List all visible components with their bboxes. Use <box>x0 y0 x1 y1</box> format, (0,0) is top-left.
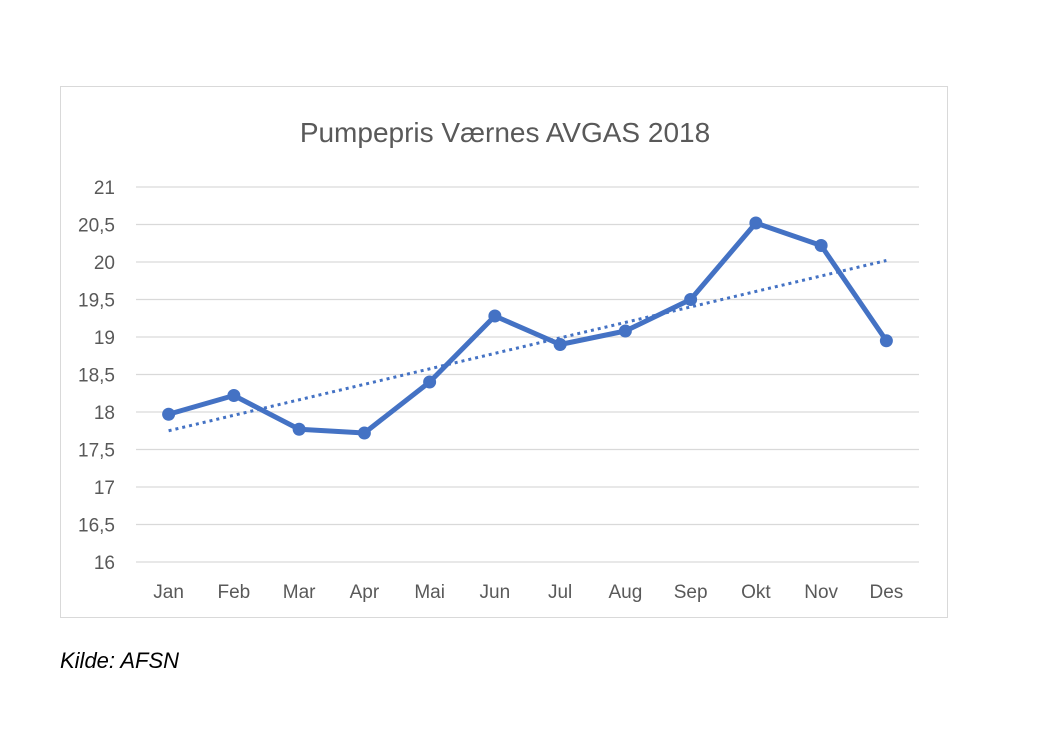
x-tick-label: Des <box>869 582 903 603</box>
y-tick-label: 18 <box>94 403 115 424</box>
y-tick-label: 19 <box>94 328 115 349</box>
trendline-path <box>168 259 887 433</box>
x-tick-label: Feb <box>218 582 251 603</box>
x-tick-label: Aug <box>608 582 642 603</box>
data-point <box>553 338 567 351</box>
y-tick-label: 16,5 <box>78 516 115 537</box>
x-tick-label: Jul <box>548 582 572 603</box>
y-tick-label: 17,5 <box>78 441 115 462</box>
y-tick-label: 18,5 <box>78 366 115 387</box>
x-tick-label: Jun <box>480 582 511 603</box>
data-point <box>423 375 437 389</box>
data-point <box>618 324 632 338</box>
y-tick-label: 21 <box>94 178 115 199</box>
y-tick-label: 16 <box>94 553 115 574</box>
y-tick-label: 19,5 <box>78 291 115 312</box>
data-point <box>292 422 306 436</box>
x-tick-label: Okt <box>741 582 771 603</box>
data-point <box>749 216 763 230</box>
data-point <box>357 426 371 440</box>
x-tick-label: Mar <box>283 582 316 603</box>
data-point <box>162 407 176 421</box>
data-point <box>879 334 893 348</box>
data-point <box>814 239 828 252</box>
x-axis-tick-labels: Jan Feb Mar Apr Mai Jun Jul Aug Sep Okt Nov Des <box>153 582 903 603</box>
y-tick-label: 17 <box>94 478 115 499</box>
x-tick-label: Jan <box>153 582 184 603</box>
x-tick-label: Apr <box>350 582 380 603</box>
y-tick-label: 20 <box>94 253 115 274</box>
x-tick-label: Mai <box>414 582 445 603</box>
y-tick-label: 20,5 <box>78 216 115 237</box>
chart-title: Pumpepris Værnes AVGAS 2018 <box>300 117 710 148</box>
series-line <box>166 220 889 436</box>
data-point <box>227 389 241 402</box>
chart-frame: Pumpepris Værnes AVGAS 2018 16 16,5 17 17,5… <box>60 86 948 618</box>
x-tick-label: Nov <box>804 582 838 603</box>
data-point <box>684 293 698 306</box>
x-tick-label: Sep <box>674 582 708 603</box>
source-note: Kilde: AFSN <box>60 648 180 673</box>
trendline <box>168 259 887 433</box>
y-axis-tick-labels: 16 16,5 17 17,5 18 18,5 19 19,5 20 20,5 21 <box>78 178 115 574</box>
line-chart: Pumpepris Værnes AVGAS 2018 16 16,5 17 17,5… <box>78 117 919 603</box>
data-point <box>488 309 502 323</box>
gridlines <box>136 186 919 563</box>
series <box>162 216 893 440</box>
